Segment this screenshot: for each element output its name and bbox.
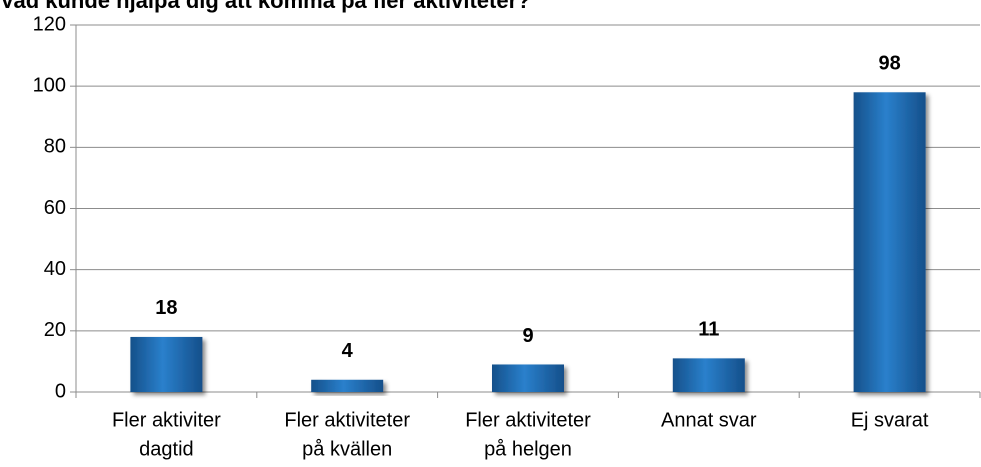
value-label: 4 bbox=[342, 340, 354, 362]
bar bbox=[672, 358, 745, 392]
x-tick-label: Ej svarat bbox=[851, 409, 929, 431]
x-tick-label: dagtid bbox=[139, 438, 194, 460]
x-tick-label: på helgen bbox=[484, 438, 572, 460]
bar bbox=[130, 336, 203, 392]
y-tick-label: 40 bbox=[44, 258, 66, 280]
bar bbox=[853, 92, 926, 393]
y-tick-label: 60 bbox=[44, 197, 66, 219]
value-label: 98 bbox=[878, 53, 900, 75]
x-tick-label: Fler aktiviteter bbox=[284, 409, 410, 431]
chart-title: Vad kunde hjälpa dig att komma på fler a… bbox=[0, 0, 531, 13]
x-tick-label: på kvällen bbox=[302, 438, 392, 460]
value-label: 18 bbox=[155, 297, 177, 319]
x-tick-label: Annat svar bbox=[661, 409, 757, 431]
y-tick-label: 120 bbox=[33, 13, 66, 35]
x-tick-label: Fler aktiviter bbox=[112, 409, 221, 431]
value-label: 9 bbox=[522, 325, 533, 347]
y-tick-label: 100 bbox=[33, 74, 66, 96]
bar bbox=[492, 364, 564, 392]
value-label: 11 bbox=[698, 319, 719, 341]
y-tick-label: 20 bbox=[44, 319, 66, 341]
y-tick-label: 0 bbox=[55, 380, 66, 402]
y-tick-label: 80 bbox=[44, 136, 66, 158]
bar bbox=[311, 379, 384, 392]
x-tick-label: Fler aktiviteter bbox=[465, 409, 591, 431]
